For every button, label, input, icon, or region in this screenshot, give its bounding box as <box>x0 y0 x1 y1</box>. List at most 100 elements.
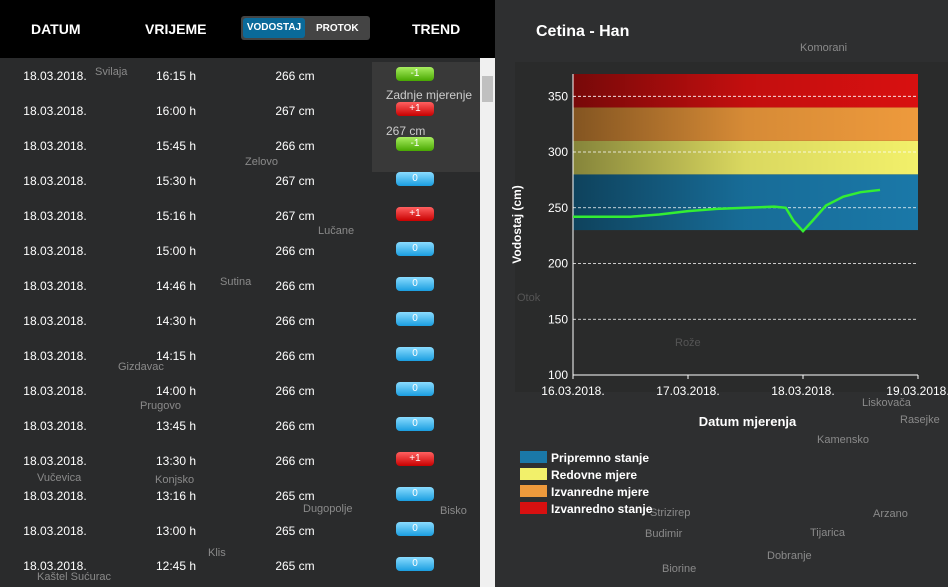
table-row: 18.03.2018. 13:00 h 265 cm 0 <box>0 513 480 548</box>
map-label: Tijarica <box>810 527 846 539</box>
map-label: Sutina <box>220 276 252 288</box>
x-tick-label: 17.03.2018. <box>656 384 719 398</box>
popup-text: Zadnje mjerenje <box>386 88 473 102</box>
cell: 18.03.2018. <box>23 454 87 468</box>
map-label: Klis <box>208 547 226 559</box>
map-label: Svilaja <box>95 66 128 78</box>
table-row: 18.03.2018. 13:30 h 266 cm +1 <box>0 443 480 478</box>
cell: 14:30 h <box>155 314 197 328</box>
table-row: 18.03.2018. 16:15 h 266 cm -1 <box>0 58 480 93</box>
y-tick-label: 350 <box>548 89 568 103</box>
legend-swatch <box>520 485 547 497</box>
cell: 267 cm <box>275 174 315 188</box>
cell: 15:45 h <box>155 139 197 153</box>
cell: 13:45 h <box>155 419 197 433</box>
table-row: 18.03.2018. 15:16 h 267 cm +1 <box>0 198 480 233</box>
trend-badge: 0 <box>396 347 434 361</box>
cell: 266 cm <box>275 279 315 293</box>
cell: 18.03.2018. <box>23 244 87 258</box>
table-row: 18.03.2018. 14:30 h 266 cm 0 <box>0 303 480 338</box>
cell: 266 cm <box>275 69 315 83</box>
y-tick-label: 300 <box>548 145 568 159</box>
cell: 14:15 h <box>155 349 197 363</box>
cell: 13:16 h <box>155 489 197 503</box>
table-row: 18.03.2018. 14:00 h 266 cm 0 <box>0 373 480 408</box>
table-row: 18.03.2018. 14:46 h 266 cm 0 <box>0 268 480 303</box>
toggle-button[interactable]: VODOSTAJ <box>243 18 305 38</box>
trend-badge: 0 <box>396 277 434 291</box>
trend-badge: 0 <box>396 522 434 536</box>
legend-swatch <box>520 468 547 480</box>
table-row: 18.03.2018. 15:00 h 266 cm 0 <box>0 233 480 268</box>
cell: 13:00 h <box>155 524 197 538</box>
data-line <box>573 188 881 234</box>
trend-badge: 0 <box>396 172 434 186</box>
cell: 266 cm <box>275 454 315 468</box>
trend-badge: +1 <box>396 207 434 221</box>
map-label: Arzano <box>873 508 908 520</box>
legend-swatch <box>520 451 547 463</box>
table-row: 18.03.2018. 14:15 h 266 cm 0 <box>0 338 480 373</box>
cell: 18.03.2018. <box>23 69 87 83</box>
cell: 266 cm <box>275 314 315 328</box>
band-shade <box>573 107 918 141</box>
cell: 16:15 h <box>155 69 197 83</box>
y-axis-label: Vodostaj (cm) <box>510 185 524 263</box>
popup-text: 267 cm <box>386 124 426 138</box>
cell: 18.03.2018. <box>23 524 87 538</box>
cell: 265 cm <box>275 524 315 538</box>
chart-title: Cetina - Han <box>536 23 629 40</box>
legend-label: Izvanredno stanje <box>551 502 653 516</box>
y-tick-label: 150 <box>548 312 568 326</box>
map-label: Gizdavac <box>118 361 164 373</box>
y-tick-label: 200 <box>548 257 568 271</box>
band-shade <box>573 140 918 175</box>
y-tick-label: 100 <box>548 368 568 382</box>
cell: 18.03.2018. <box>23 419 87 433</box>
x-tick-label: 16.03.2018. <box>541 384 604 398</box>
x-tick-label: 18.03.2018. <box>771 384 834 398</box>
map-label: Konjsko <box>155 474 195 486</box>
trend-badge: 0 <box>396 242 434 256</box>
map-label: Budimir <box>645 528 683 540</box>
trend-badge: 0 <box>396 382 434 396</box>
map-label: Liskovača <box>862 397 911 409</box>
cell: 16:00 h <box>155 104 197 118</box>
cell: 14:00 h <box>155 384 197 398</box>
map-label: Zelovo <box>245 156 279 168</box>
map-label: Vučevica <box>37 472 82 484</box>
toggle-button[interactable]: PROTOK <box>316 23 359 34</box>
cell: 18.03.2018. <box>23 279 87 293</box>
table-row: 18.03.2018. 12:45 h 265 cm 0 <box>0 548 480 583</box>
scrollbar[interactable] <box>480 58 495 587</box>
map-label: Rasejke <box>900 414 940 426</box>
table-header: DATUM VRIJEME VODOSTAJ PROTOK TREND <box>0 0 495 58</box>
map-label: Komorani <box>800 42 848 54</box>
plot: 100 150 200 250 300 350 16.03.2018. 17.03.2018.… <box>510 74 948 516</box>
cell: 18.03.2018. <box>23 559 87 573</box>
column-header: DATUM <box>31 21 81 37</box>
band-shade <box>573 174 918 231</box>
trend-badge: +1 <box>396 452 434 466</box>
table-row: 18.03.2018. 13:45 h 266 cm 0 <box>0 408 480 443</box>
cell: 12:45 h <box>155 559 197 573</box>
trend-badge: +1 <box>396 102 434 116</box>
column-header: VRIJEME <box>145 21 207 37</box>
map-label: Strizirep <box>650 507 691 519</box>
cell: 18.03.2018. <box>23 174 87 188</box>
cell: 13:30 h <box>155 454 197 468</box>
cell: 267 cm <box>275 209 315 223</box>
table-row: 18.03.2018. 15:45 h 266 cm -1 <box>0 128 480 163</box>
toggle: VODOSTAJ PROTOK <box>241 16 370 40</box>
chart: Cetina - Han 100 150 200 250 300 350 16.03.201… <box>510 23 948 516</box>
scroll-thumb[interactable] <box>482 76 493 102</box>
trend-badge: -1 <box>396 67 434 81</box>
cell: 266 cm <box>275 244 315 258</box>
trend-badge: 0 <box>396 487 434 501</box>
cell: 266 cm <box>275 384 315 398</box>
cell: 266 cm <box>275 139 315 153</box>
cell: 267 cm <box>275 104 315 118</box>
trend-badge: 0 <box>396 557 434 571</box>
map-label: Dobranje <box>767 550 812 562</box>
